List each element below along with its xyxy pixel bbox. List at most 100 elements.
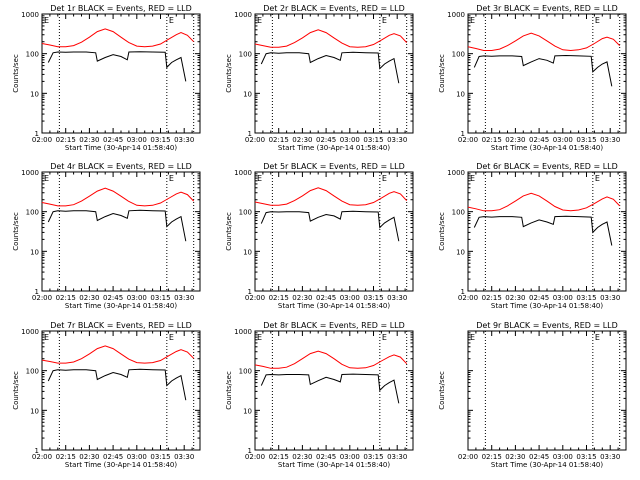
y-tick-label: 1000 xyxy=(21,169,39,177)
series-line-lld xyxy=(254,350,408,369)
x-tick-label: 03:15 xyxy=(576,294,596,302)
y-tick-label: 1 xyxy=(248,288,252,296)
event-marker-label: E xyxy=(44,333,49,342)
chart-title: Det 7r BLACK = Events, RED = LLD xyxy=(50,321,192,330)
x-tick-label: 03:15 xyxy=(363,294,383,302)
y-tick-label: 1 xyxy=(248,447,252,455)
event-marker-label: E xyxy=(44,16,49,25)
y-tick-label: 100 xyxy=(239,209,252,217)
y-tick-label: 1000 xyxy=(234,11,252,19)
x-tick-label: 03:30 xyxy=(174,136,194,144)
series-line-events xyxy=(473,54,613,87)
series-line-events xyxy=(47,368,187,401)
event-marker-label: E xyxy=(382,174,387,183)
plot-frame xyxy=(467,330,627,451)
y-tick-label: 100 xyxy=(452,209,465,217)
x-tick-label: 02:30 xyxy=(292,453,312,461)
y-tick-label: 10 xyxy=(243,90,252,98)
x-axis-label: Start Time (30-Apr-14 01:58:40) xyxy=(278,302,390,310)
x-axis-label: Start Time (30-Apr-14 01:58:40) xyxy=(491,302,603,310)
y-tick-label: 1 xyxy=(35,130,39,138)
x-tick-label: 03:15 xyxy=(150,453,170,461)
y-tick-label: 10 xyxy=(456,248,465,256)
y-tick-label: 100 xyxy=(26,368,39,376)
x-tick-label: 03:00 xyxy=(340,453,360,461)
chart-title: Det 5r BLACK = Events, RED = LLD xyxy=(263,162,405,171)
x-tick-label: 02:45 xyxy=(529,136,549,144)
y-tick-label: 10 xyxy=(30,90,39,98)
y-axis-label: Counts/sec xyxy=(225,371,233,410)
y-tick-label: 1 xyxy=(35,447,39,455)
x-axis-label: Start Time (30-Apr-14 01:58:40) xyxy=(491,144,603,152)
plot-frame xyxy=(254,171,414,292)
y-axis-label: Counts/sec xyxy=(438,212,446,251)
series-line-events xyxy=(260,210,400,242)
x-tick-label: 02:45 xyxy=(316,453,336,461)
series-line-lld xyxy=(41,345,195,364)
x-tick-label: 03:15 xyxy=(150,294,170,302)
series-line-lld xyxy=(41,187,195,207)
y-tick-label: 100 xyxy=(26,51,39,59)
x-tick-label: 02:45 xyxy=(103,294,123,302)
x-tick-label: 03:30 xyxy=(600,136,620,144)
plot-frame xyxy=(254,13,414,134)
x-tick-label: 02:00 xyxy=(32,453,52,461)
y-tick-label: 1000 xyxy=(447,11,465,19)
x-tick-label: 03:30 xyxy=(387,294,407,302)
x-tick-label: 02:30 xyxy=(79,136,99,144)
x-tick-label: 02:45 xyxy=(103,453,123,461)
series-line-events xyxy=(473,215,613,246)
chart-title: Det 9r BLACK = Events, RED = LLD xyxy=(476,321,618,330)
chart-panel-1: Det 1r BLACK = Events, RED = LLD 1 10 100 10… xyxy=(12,4,201,152)
y-tick-label: 100 xyxy=(26,209,39,217)
chart-title: Det 8r BLACK = Events, RED = LLD xyxy=(263,321,405,330)
x-axis-label: Start Time (30-Apr-14 01:58:40) xyxy=(65,302,177,310)
y-axis-label: Counts/sec xyxy=(225,212,233,251)
y-axis-label: Counts/sec xyxy=(12,371,20,410)
x-tick-label: 02:15 xyxy=(269,294,289,302)
y-tick-label: 10 xyxy=(456,90,465,98)
x-tick-label: 02:45 xyxy=(529,294,549,302)
y-tick-label: 1000 xyxy=(447,169,465,177)
chart-panel-5: Det 5r BLACK = Events, RED = LLD 1 10 100 10… xyxy=(225,162,414,310)
y-tick-label: 1 xyxy=(461,288,465,296)
x-tick-label: 03:30 xyxy=(600,453,620,461)
chart-panel-3: Det 3r BLACK = Events, RED = LLD 1 10 100 10… xyxy=(438,4,627,152)
x-tick-label: 02:15 xyxy=(269,136,289,144)
chart-panel-9: Det 9r BLACK = Events, RED = LLD 02:00 02:… xyxy=(438,321,627,469)
x-tick-label: 02:15 xyxy=(56,453,76,461)
x-tick-label: 02:30 xyxy=(292,294,312,302)
x-tick-label: 02:00 xyxy=(245,294,265,302)
y-tick-label: 1 xyxy=(461,130,465,138)
event-marker-label: E xyxy=(44,174,49,183)
x-tick-label: 03:00 xyxy=(553,136,573,144)
event-marker-label: E xyxy=(382,16,387,25)
chart-panel-2: Det 2r BLACK = Events, RED = LLD 1 10 100 10… xyxy=(225,4,414,152)
event-marker-label: E xyxy=(169,174,174,183)
series-line-events xyxy=(260,373,400,404)
chart-panel-6: Det 6r BLACK = Events, RED = LLD 1 10 100 10… xyxy=(438,162,627,310)
x-tick-label: 03:15 xyxy=(150,136,170,144)
plot-frame xyxy=(467,171,627,292)
event-marker-label: E xyxy=(470,174,475,183)
x-tick-label: 03:15 xyxy=(576,453,596,461)
event-marker-label: E xyxy=(257,174,262,183)
x-tick-label: 03:30 xyxy=(387,453,407,461)
x-tick-label: 02:30 xyxy=(79,294,99,302)
chart-title: Det 6r BLACK = Events, RED = LLD xyxy=(476,162,618,171)
x-tick-label: 02:45 xyxy=(316,136,336,144)
y-tick-label: 100 xyxy=(239,368,252,376)
x-tick-label: 02:45 xyxy=(529,453,549,461)
y-axis-label: Counts/sec xyxy=(225,54,233,93)
x-axis-label: Start Time (30-Apr-14 01:58:40) xyxy=(65,144,177,152)
series-line-lld xyxy=(41,28,195,48)
x-tick-label: 02:00 xyxy=(32,136,52,144)
event-marker-label: E xyxy=(169,16,174,25)
y-tick-label: 1000 xyxy=(234,169,252,177)
y-tick-label: 1 xyxy=(35,288,39,296)
y-tick-label: 10 xyxy=(243,407,252,415)
series-line-events xyxy=(47,51,187,82)
plot-frame xyxy=(41,330,201,451)
y-tick-label: 1000 xyxy=(234,328,252,336)
